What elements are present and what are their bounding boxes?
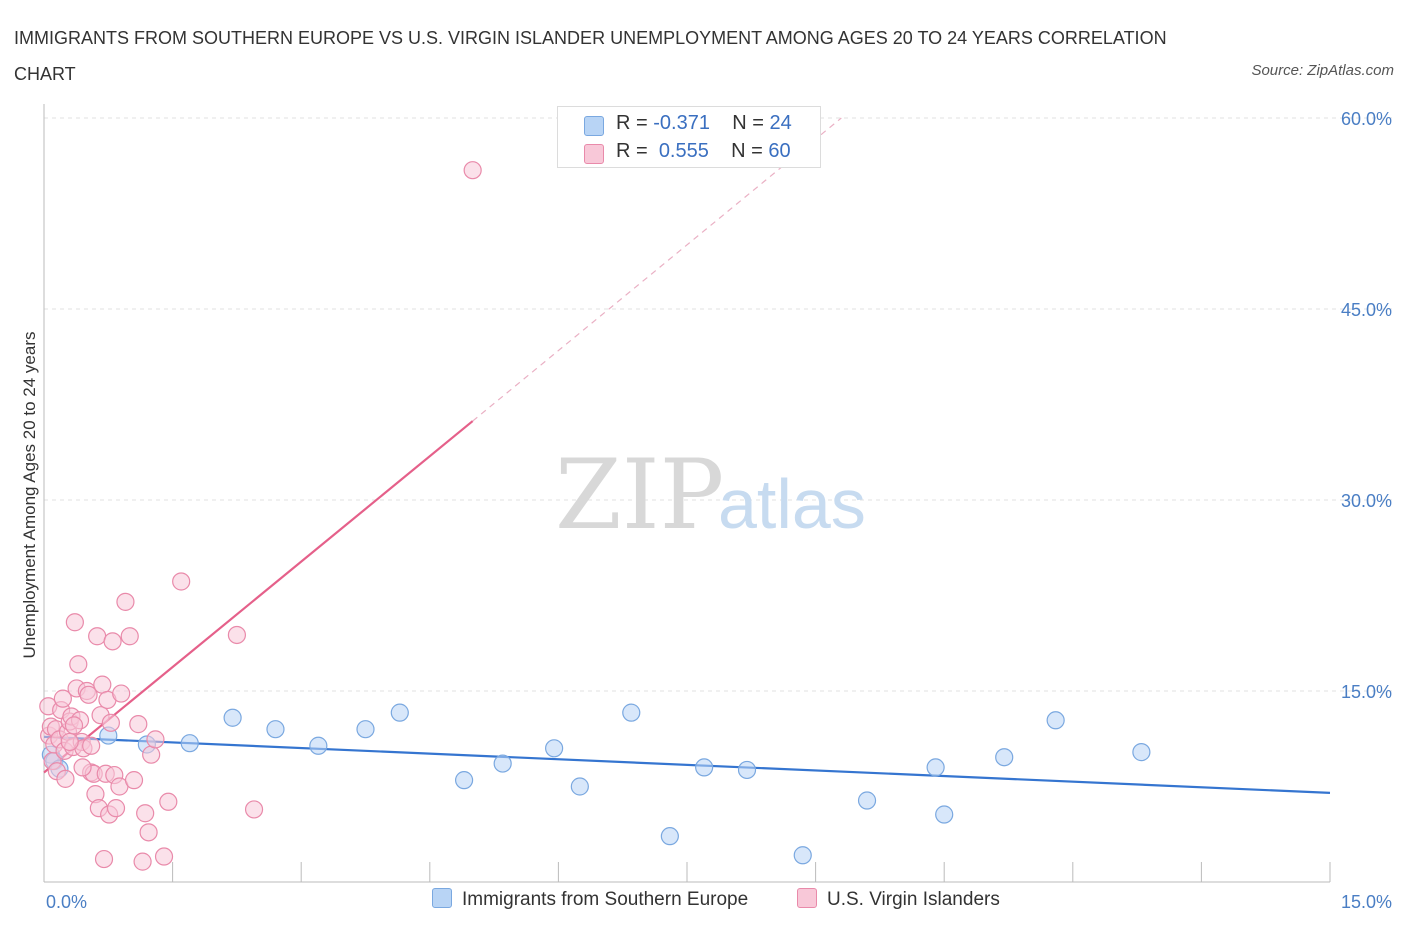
source-label: Source: ZipAtlas.com (1251, 62, 1394, 79)
legend-item-virgin-islanders: U.S. Virgin Islanders (797, 888, 1000, 911)
legend-item-southern-europe: Immigrants from Southern Europe (432, 888, 748, 911)
point-virgin-islanders (94, 849, 114, 869)
point-virgin-islanders (244, 800, 264, 819)
point-virgin-islanders (101, 713, 120, 732)
point-southern-europe (493, 754, 512, 773)
point-virgin-islanders (142, 745, 161, 764)
legend-label-virgin-islanders: U.S. Virgin Islanders (827, 889, 1000, 910)
x-tick-labels: 0.0% 15.0% (46, 892, 1392, 912)
legend-n-value: 60 (768, 140, 791, 162)
point-southern-europe (995, 748, 1014, 767)
watermark-atlas: atlas (718, 465, 866, 543)
point-virgin-islanders (106, 799, 126, 818)
point-virgin-islanders (120, 627, 139, 646)
point-virgin-islanders (60, 732, 79, 752)
point-southern-europe (1046, 711, 1065, 730)
point-southern-europe (180, 734, 199, 753)
legend-label-southern-europe: Immigrants from Southern Europe (462, 889, 749, 910)
point-virgin-islanders (79, 685, 98, 704)
point-southern-europe (390, 703, 409, 722)
point-virgin-islanders (88, 627, 107, 646)
legend-n-label: N = (732, 112, 770, 134)
point-southern-europe (737, 760, 757, 780)
trend-extension-virgin-islanders (472, 117, 842, 422)
point-virgin-islanders (136, 804, 155, 823)
point-southern-europe (309, 736, 328, 755)
legend-swatch-pink (797, 888, 817, 908)
point-virgin-islanders (56, 769, 75, 788)
point-southern-europe (622, 703, 641, 722)
point-virgin-islanders (129, 715, 148, 734)
point-virgin-islanders (227, 625, 246, 645)
point-virgin-islanders (154, 847, 174, 866)
point-southern-europe (223, 708, 242, 727)
point-southern-europe (545, 739, 564, 758)
point-southern-europe (1132, 743, 1151, 762)
point-virgin-islanders (172, 572, 191, 591)
point-virgin-islanders (93, 675, 112, 694)
legend-r-label: R = (616, 112, 654, 134)
watermark-zip: ZIP (555, 439, 724, 551)
point-southern-europe (935, 805, 954, 824)
y-axis-label: Unemployment Among Ages 20 to 24 years (20, 332, 39, 659)
y-tick-labels: 15.0% 30.0% 45.0% 60.0% (1341, 109, 1392, 702)
point-southern-europe (570, 777, 589, 796)
data-points (39, 161, 1151, 871)
x-tick-label: 0.0% (46, 892, 87, 912)
y-tick-label: 30.0% (1341, 491, 1392, 511)
legend-r-value: -0.371 (653, 112, 710, 134)
trend-line-virgin-islanders (43, 420, 474, 774)
y-tick-label: 45.0% (1341, 300, 1392, 320)
legend-swatch-blue (432, 888, 452, 908)
point-virgin-islanders (53, 689, 72, 708)
point-southern-europe (857, 791, 877, 810)
point-virgin-islanders (463, 161, 482, 180)
legend-r-label: R = (616, 140, 654, 162)
legend-r-value: 0.555 (658, 140, 709, 162)
legend-n-value: 24 (769, 112, 792, 134)
legend-swatch-pink (584, 144, 604, 164)
point-virgin-islanders (124, 771, 144, 790)
point-virgin-islanders (112, 684, 131, 703)
grid-lines (44, 117, 1392, 692)
point-virgin-islanders (146, 730, 165, 749)
point-virgin-islanders (139, 823, 158, 842)
point-virgin-islanders (159, 792, 178, 811)
trend-lines (43, 117, 1331, 794)
point-virgin-islanders (64, 716, 84, 735)
point-virgin-islanders (65, 613, 84, 632)
point-virgin-islanders (69, 655, 88, 674)
legend-n-label: N = (731, 140, 769, 162)
point-southern-europe (356, 720, 375, 739)
point-southern-europe (926, 758, 945, 777)
point-virgin-islanders (116, 592, 135, 611)
point-southern-europe (266, 720, 285, 739)
point-virgin-islanders (133, 852, 152, 871)
y-tick-label: 15.0% (1341, 682, 1392, 702)
point-virgin-islanders (103, 632, 122, 651)
point-southern-europe (695, 758, 714, 777)
point-southern-europe (454, 771, 474, 790)
correlation-legend: R = -0.371 N = 24 R = 0.555 N = 60 (557, 106, 821, 168)
trend-line-southern-europe (43, 735, 1331, 794)
y-tick-label: 60.0% (1341, 109, 1392, 129)
point-southern-europe (660, 827, 679, 846)
watermark: ZIP atlas (555, 439, 866, 551)
legend-swatch-blue (584, 116, 604, 136)
x-tick-label: 15.0% (1341, 892, 1392, 912)
chart-title: IMMIGRANTS FROM SOUTHERN EUROPE VS U.S. … (14, 28, 1167, 84)
point-virgin-islanders (82, 736, 101, 755)
point-virgin-islanders (73, 758, 92, 777)
point-southern-europe (793, 846, 812, 865)
